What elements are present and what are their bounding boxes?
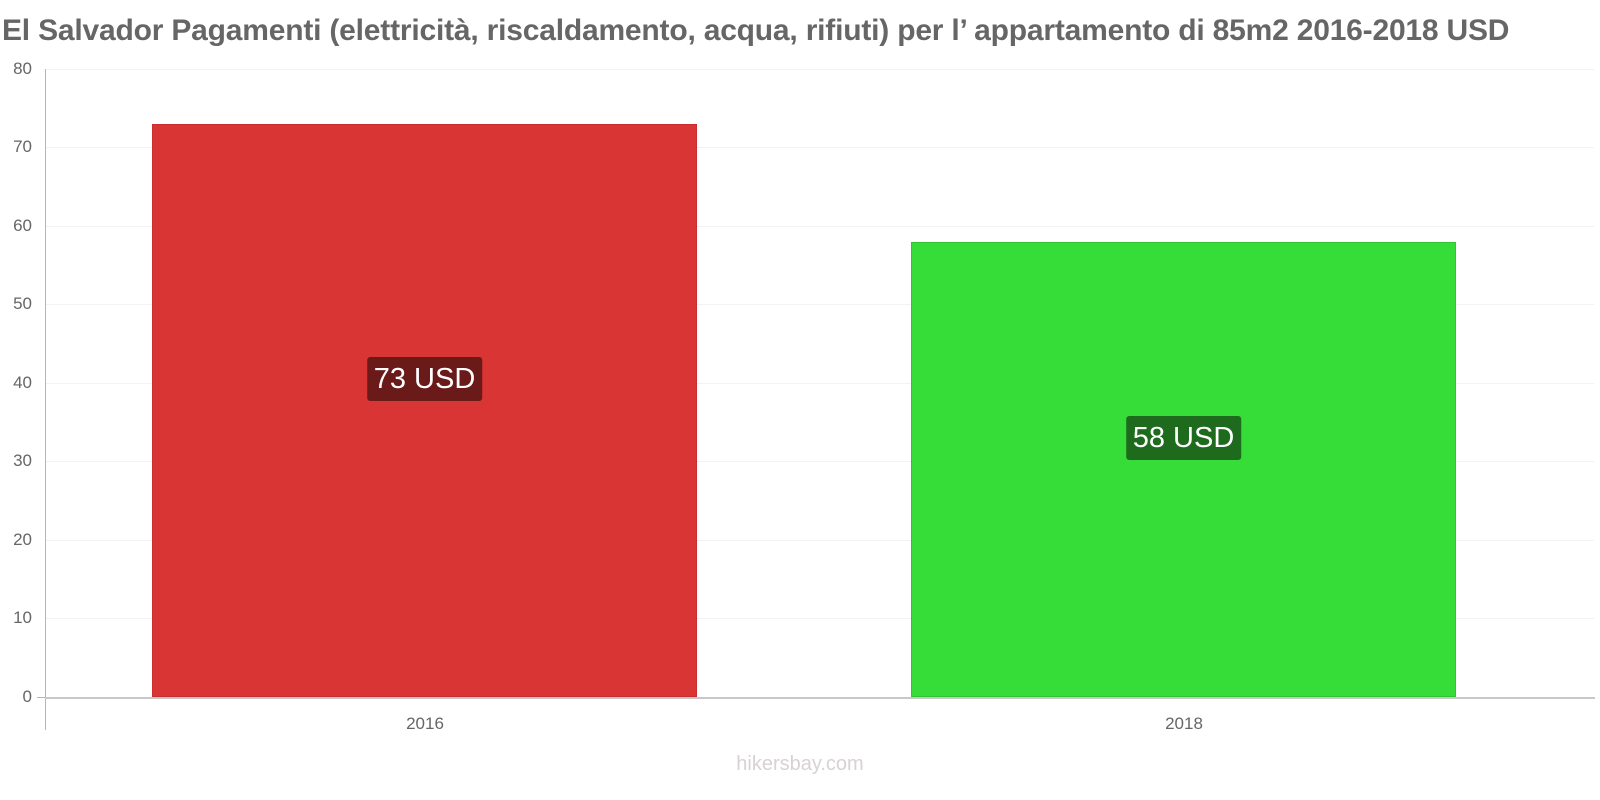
- y-tick-label: 10: [13, 608, 32, 627]
- y-tick-label: 30: [13, 451, 32, 470]
- x-tick-label-2016: 2016: [406, 714, 444, 733]
- y-tick-label: 70: [13, 137, 32, 156]
- watermark: hikersbay.com: [736, 753, 864, 775]
- y-tick-label: 60: [13, 216, 32, 235]
- bar-2016: [152, 123, 697, 697]
- x-axis-line: [45, 697, 1595, 699]
- y-tick-label: 0: [22, 687, 32, 706]
- y-tick-label: 40: [13, 373, 32, 392]
- gridline-60: [46, 226, 1594, 227]
- gridline-70: [46, 147, 1594, 148]
- y-tick-label: 80: [13, 59, 32, 78]
- gridline-10: [46, 618, 1594, 619]
- chart-title: El Salvador Pagamenti (elettricità, risc…: [2, 14, 1510, 47]
- gridline-20: [46, 540, 1594, 541]
- gridline-40: [46, 383, 1594, 384]
- y-tick-mark: [37, 697, 45, 698]
- x-tick-label-2018: 2018: [1165, 714, 1203, 733]
- data-label-2018: 58 USD: [1125, 416, 1242, 461]
- gridline-50: [46, 304, 1594, 305]
- data-label-2016: 73 USD: [366, 357, 483, 402]
- y-tick-label: 20: [13, 530, 32, 549]
- y-tick-label: 50: [13, 294, 32, 313]
- y-axis-line: [45, 69, 46, 730]
- gridline-80: [46, 69, 1594, 70]
- gridline-30: [46, 461, 1594, 462]
- bar-2018: [911, 241, 1456, 697]
